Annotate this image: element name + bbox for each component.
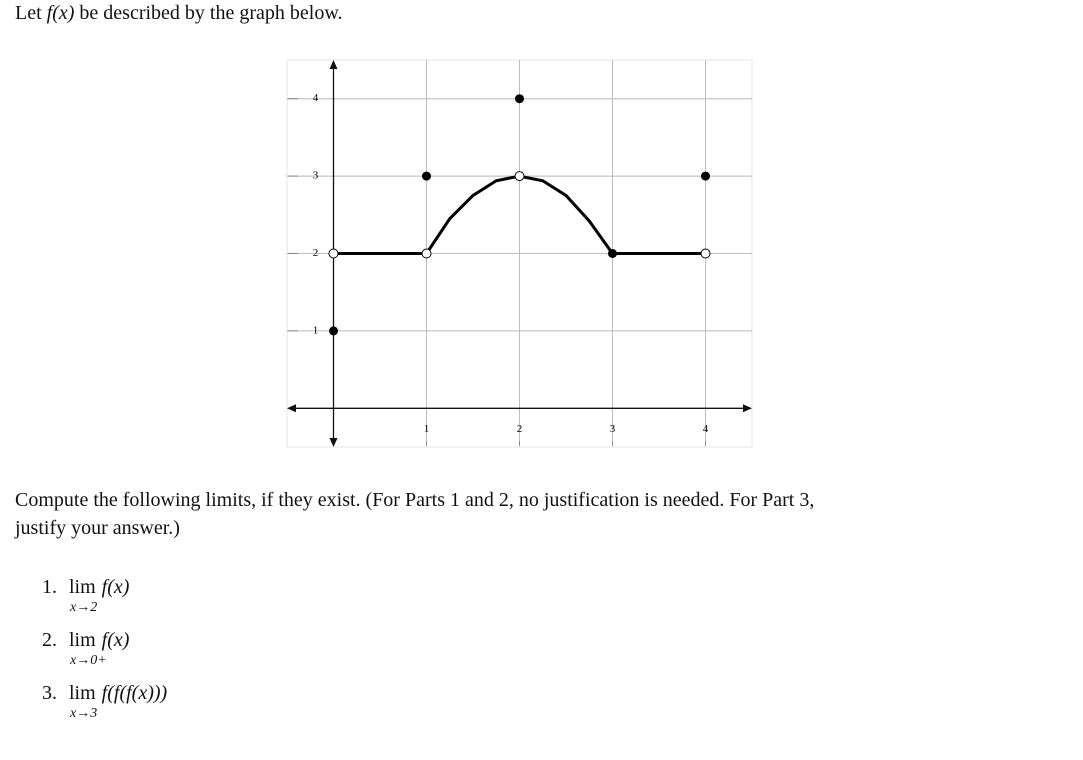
y-tick-label: 2: [313, 247, 319, 259]
limit-item: 1. lim f(x) x→2: [42, 576, 130, 615]
intro: Let f(x) be described by the graph below…: [15, 2, 342, 25]
filled-point: [515, 94, 524, 104]
question-line: justify your answer.): [15, 517, 180, 539]
y-tick-label: 3: [313, 170, 319, 182]
text: Let: [15, 2, 42, 24]
text: be described by the graph below.: [79, 2, 343, 24]
filled-point: [422, 171, 431, 181]
arrow: [329, 60, 338, 69]
x-tick-label: 3: [610, 423, 616, 435]
lim-subscript: x→3: [70, 706, 98, 721]
open-point: [328, 248, 339, 259]
x-tick-label: 4: [703, 423, 709, 435]
item-number: 3.: [42, 682, 57, 704]
limit-item: 2. lim f(x) x→0+: [42, 629, 130, 668]
open-point: [421, 248, 432, 259]
math: f(x): [46, 2, 75, 24]
arrow: [287, 404, 296, 413]
y-tick-label: 1: [313, 324, 319, 336]
x-tick-label: 1: [424, 423, 430, 435]
item-number: 2.: [42, 629, 57, 651]
lim-subscript: x→2: [70, 600, 98, 615]
y-tick-label: 4: [313, 92, 319, 104]
lim: lim: [69, 629, 96, 651]
lim: lim: [69, 682, 96, 704]
filled-point: [701, 171, 710, 181]
limit-item: 3. lim f(f(f(x))) x→3: [42, 682, 168, 721]
filled-point: [329, 326, 338, 336]
graph: 1 2 3 4 1 2 3 4: [286, 59, 753, 448]
lim: lim: [69, 576, 96, 598]
expr: f(f(f(x))): [101, 682, 168, 704]
lim-subscript: x→0+: [70, 653, 107, 668]
arrow: [743, 404, 752, 413]
item-number: 1.: [42, 576, 57, 598]
open-point: [700, 248, 711, 259]
x-tick-label: 2: [517, 423, 523, 435]
filled-point: [608, 249, 617, 258]
question-line: Compute the following limits, if they ex…: [15, 489, 815, 511]
arrow: [329, 438, 338, 447]
open-point: [514, 171, 525, 182]
expr: f(x): [101, 629, 130, 651]
expr: f(x): [101, 576, 130, 598]
